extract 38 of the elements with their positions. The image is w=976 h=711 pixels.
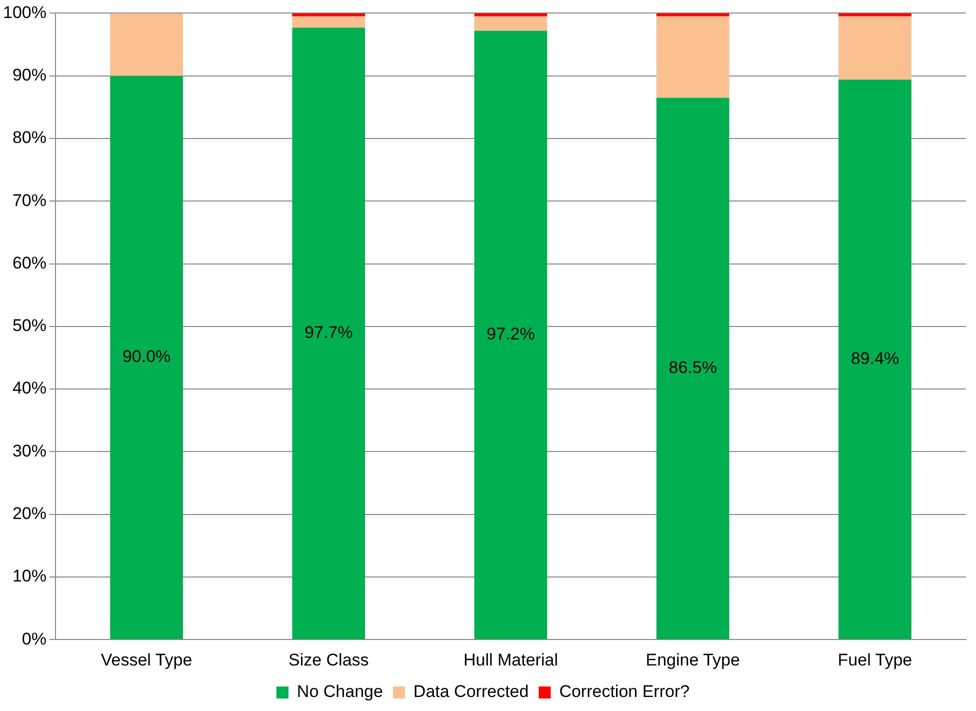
- y-tick-label: 80%: [12, 128, 46, 148]
- y-tick-label: 10%: [12, 566, 46, 586]
- bar: [292, 28, 366, 640]
- bar: [656, 98, 730, 640]
- data-label: 89.4%: [850, 349, 900, 368]
- bar: [656, 16, 730, 98]
- legend-label: Data Corrected: [413, 682, 529, 702]
- bar: [474, 16, 548, 31]
- data-label: 97.2%: [486, 324, 535, 344]
- legend-label: No Change: [296, 682, 383, 702]
- bar: [292, 16, 366, 28]
- y-tick-label: 30%: [12, 441, 46, 460]
- bar: [838, 16, 912, 80]
- bar: [110, 13, 183, 76]
- x-tick-label: Engine Type: [646, 650, 740, 670]
- y-tick-label: 0%: [22, 629, 46, 648]
- bar: [838, 13, 912, 16]
- data-label: 97.7%: [304, 323, 353, 342]
- legend-label: Correction Error?: [559, 682, 690, 702]
- y-tick-label: 20%: [12, 504, 46, 524]
- bar: [474, 13, 548, 16]
- bar: [292, 13, 366, 16]
- bar: [656, 13, 730, 16]
- bar: [838, 80, 912, 640]
- y-tick-label: 100%: [2, 2, 46, 22]
- x-tick-label: Hull Material: [464, 650, 558, 670]
- y-tick-label: 40%: [12, 378, 46, 398]
- x-tick-label: Size Class: [288, 650, 369, 670]
- y-tick-label: 70%: [12, 190, 46, 210]
- y-tick-label: 90%: [12, 66, 46, 85]
- data-label: 86.5%: [668, 358, 717, 378]
- y-tick-label: 60%: [12, 253, 46, 272]
- x-tick-label: Vessel Type: [100, 650, 192, 670]
- bar: [474, 30, 548, 640]
- y-tick-label: 50%: [12, 316, 46, 336]
- bar: [110, 76, 183, 640]
- x-tick-label: Fuel Type: [838, 650, 912, 670]
- data-label: 90.0%: [122, 347, 171, 366]
